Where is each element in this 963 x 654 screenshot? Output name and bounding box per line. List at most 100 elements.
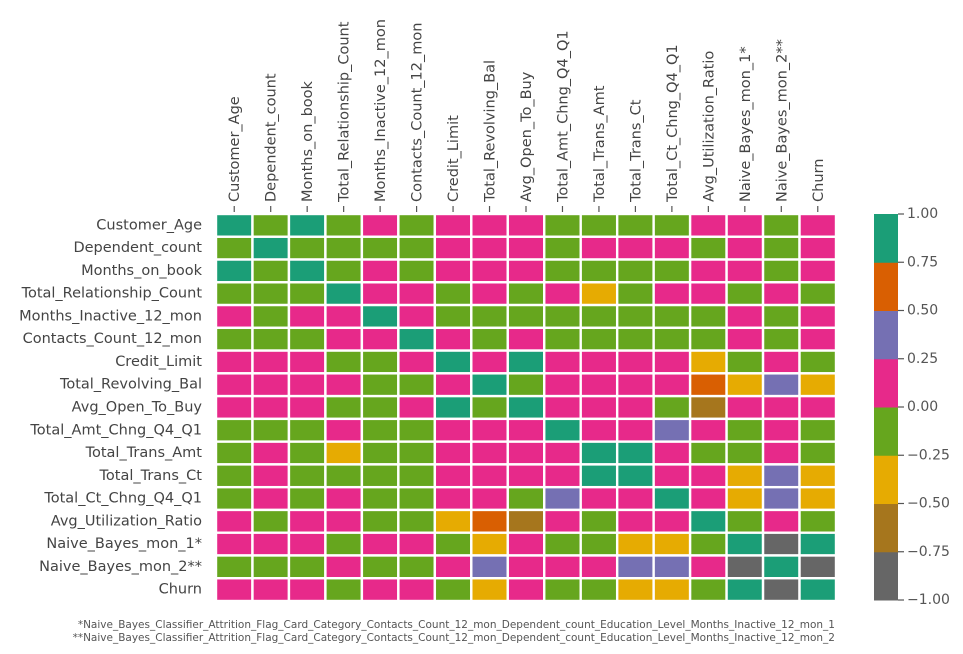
heatmap-cell <box>725 281 765 307</box>
column-label-naive-bayes-mon-1: Naive_Bayes_mon_1* <box>738 46 754 202</box>
heatmap-cell <box>470 349 509 375</box>
heatmap-cell <box>506 531 546 557</box>
heatmap-cell <box>615 554 655 580</box>
heatmap-cell <box>543 258 582 284</box>
heatmap-cell <box>688 258 728 284</box>
row-label-total-amt-chng-q4-q1: Total_Amt_Chng_Q4_Q1 <box>29 422 202 438</box>
row-label-naive-bayes-mon-1: Naive_Bayes_mon_1* <box>46 536 202 552</box>
heatmap-cell <box>433 303 473 330</box>
heatmap-cell <box>470 417 509 443</box>
heatmap-cell <box>433 258 473 284</box>
heatmap-cell <box>579 577 619 603</box>
heatmap-cell <box>397 577 437 603</box>
heatmap-cell <box>251 349 291 375</box>
heatmap-cell <box>615 372 655 398</box>
heatmap-cell <box>251 372 291 398</box>
heatmap-cell <box>579 508 619 534</box>
heatmap-cell <box>688 417 728 443</box>
heatmap-cell <box>287 508 327 534</box>
heatmap-cell <box>324 235 364 261</box>
heatmap-cell <box>397 212 437 238</box>
heatmap-cell <box>579 349 619 375</box>
heatmap-cell <box>214 235 254 261</box>
heatmap-cell <box>615 463 655 489</box>
heatmap-cell <box>470 281 509 307</box>
heatmap-cell <box>579 326 619 352</box>
heatmap-cell <box>397 372 437 398</box>
heatmap-cell <box>652 394 692 421</box>
heatmap-cell <box>433 394 473 421</box>
heatmap-cell <box>251 212 291 238</box>
heatmap-cell <box>397 508 437 534</box>
heatmap-cell <box>615 349 655 375</box>
heatmap-cell <box>615 440 655 466</box>
heatmap-cell <box>725 303 765 330</box>
heatmap-cell <box>579 554 619 580</box>
row-labels: Customer_Age Dependent_count Months_on_boo… <box>19 217 203 597</box>
heatmap-cell <box>725 394 765 421</box>
heatmap-cell <box>214 485 254 512</box>
heatmap-cell <box>251 440 291 466</box>
heatmap-cell <box>579 394 619 421</box>
heatmap-cell <box>251 463 291 489</box>
heatmap-cell <box>506 281 546 307</box>
heatmap-cell <box>615 577 655 603</box>
heatmap-cell <box>433 212 473 238</box>
heatmap-cell <box>506 372 546 398</box>
heatmap-cell <box>397 417 437 443</box>
heatmap-cell <box>652 417 692 443</box>
heatmap-cell <box>433 463 473 489</box>
heatmap-cell <box>251 417 291 443</box>
heatmap-cell <box>360 417 400 443</box>
column-label-churn: Churn <box>811 159 827 202</box>
heatmap-cell <box>324 485 364 512</box>
heatmap-cell <box>433 508 473 534</box>
heatmap-cell <box>470 258 509 284</box>
footnote-1: *Naive_Bayes_Classifier_Attrition_Flag_C… <box>77 619 835 631</box>
heatmap-cell <box>506 212 546 238</box>
heatmap-cell <box>579 463 619 489</box>
heatmap-cell <box>688 281 728 307</box>
heatmap-cell <box>652 508 692 534</box>
heatmap-cell <box>798 394 838 421</box>
heatmap-cell <box>798 508 838 534</box>
heatmap-cell <box>470 372 509 398</box>
heatmap-cell <box>287 463 327 489</box>
heatmap-cell <box>725 440 765 466</box>
row-label-churn: Churn <box>159 582 202 598</box>
heatmap-cell <box>324 281 364 307</box>
heatmap-cell <box>798 577 838 603</box>
colorbar-tick-label: −1.00 <box>907 592 950 608</box>
row-label-total-revolving-bal: Total_Revolving_Bal <box>59 377 202 393</box>
heatmap-cell <box>761 258 801 284</box>
heatmap-cell <box>725 326 765 352</box>
heatmap-cell <box>470 463 509 489</box>
heatmap-cell <box>543 485 582 512</box>
heatmap-cell <box>761 485 801 512</box>
heatmap-cell <box>652 463 692 489</box>
heatmap-cell <box>324 554 364 580</box>
heatmap-cell <box>579 485 619 512</box>
colorbar-segment <box>874 455 898 504</box>
heatmap-cell <box>652 349 692 375</box>
heatmap-cell <box>251 326 291 352</box>
heatmap-cell <box>652 258 692 284</box>
heatmap-cell <box>470 577 509 603</box>
heatmap-cell <box>761 281 801 307</box>
colorbar-tick-label: 0.75 <box>907 254 938 270</box>
heatmap-cell <box>214 577 254 603</box>
heatmap-cell <box>214 417 254 443</box>
heatmap-cell <box>761 212 801 238</box>
heatmap-cell <box>287 349 327 375</box>
heatmap-cell <box>579 258 619 284</box>
row-label-months-inactive-12-mon: Months_Inactive_12_mon <box>19 308 202 324</box>
heatmap-cell <box>287 554 327 580</box>
heatmap-cell <box>579 440 619 466</box>
heatmap-cell <box>433 372 473 398</box>
colorbar-segment <box>874 358 898 408</box>
heatmap-cell <box>287 531 327 557</box>
heatmap-cell <box>543 463 582 489</box>
heatmap-cell <box>324 440 364 466</box>
heatmap-cell <box>725 485 765 512</box>
heatmap-cell <box>798 372 838 398</box>
